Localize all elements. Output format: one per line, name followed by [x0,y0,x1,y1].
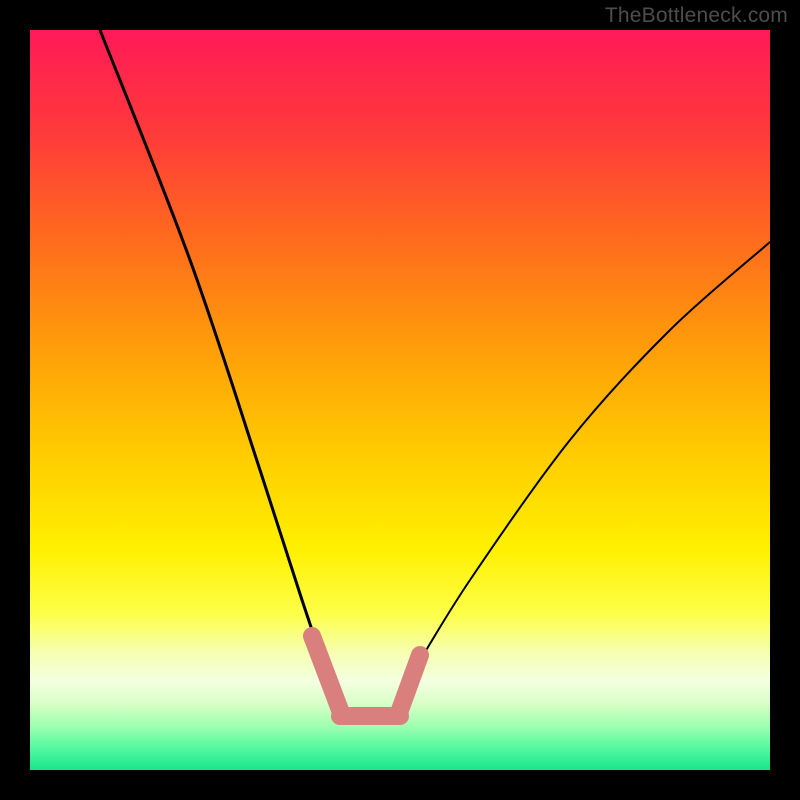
chart-canvas: TheBottleneck.com [0,0,800,800]
chart-svg [0,0,800,800]
plot-area [30,30,770,770]
watermark-label: TheBottleneck.com [605,4,788,28]
